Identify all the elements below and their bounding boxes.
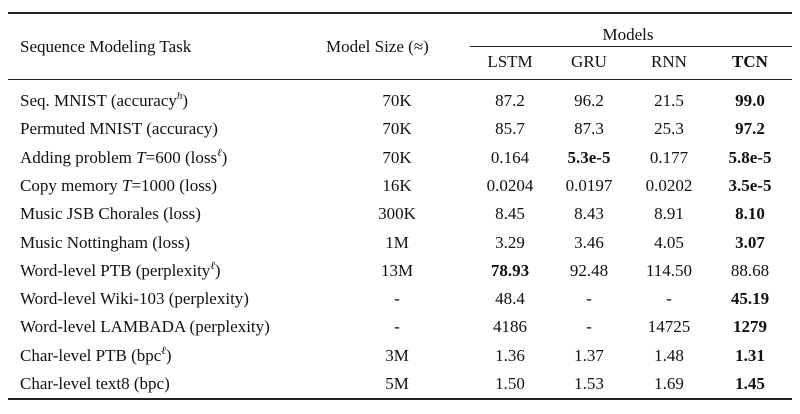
header-tcn: TCN: [732, 52, 768, 71]
gru-value: 5.3e-5: [567, 147, 611, 167]
task-name: Word-level PTB (perplexityℓ): [20, 259, 221, 280]
model-size: 3M: [385, 345, 409, 365]
tcn-value: 5.8e-5: [728, 147, 772, 167]
model-size: 16K: [382, 175, 412, 195]
footnote-marker: h: [176, 90, 183, 102]
header-models: Models: [602, 25, 654, 44]
footnote-marker: ℓ: [161, 344, 166, 357]
lstm-value: 1.36: [495, 345, 525, 365]
model-size: 70K: [382, 147, 412, 167]
gru-value: -: [586, 289, 592, 309]
model-size: 300K: [378, 204, 416, 224]
rnn-value: 1.48: [654, 345, 684, 365]
lstm-value: 85.7: [495, 119, 525, 139]
task-name: Word-level Wiki-103 (perplexity): [20, 289, 249, 309]
model-size: 70K: [382, 119, 412, 139]
lstm-value: 3.29: [495, 232, 525, 252]
rnn-value: 4.05: [654, 232, 684, 252]
gru-value: 87.3: [574, 119, 604, 139]
header-model-size: Model Size (≈): [326, 37, 429, 56]
tcn-value: 1.45: [735, 374, 765, 393]
model-size: 1M: [385, 232, 409, 252]
lstm-value: 0.0204: [486, 175, 534, 195]
task-name: Word-level LAMBADA (perplexity): [20, 317, 270, 337]
lstm-value: 1.50: [495, 374, 525, 393]
header-rnn: RNN: [651, 52, 687, 71]
gru-value: 96.2: [574, 91, 604, 110]
rnn-value: 0.0202: [645, 175, 693, 195]
tcn-value: 99.0: [735, 91, 765, 110]
rnn-value: 0.177: [649, 147, 689, 167]
tcn-value: 88.68: [730, 260, 770, 280]
gru-value: 1.37: [574, 345, 604, 365]
rnn-value: 114.50: [645, 260, 693, 280]
task-name: Music JSB Chorales (loss): [20, 204, 201, 224]
gru-value: -: [586, 317, 592, 337]
model-size: 70K: [382, 91, 412, 110]
tcn-value: 45.19: [730, 289, 770, 309]
lstm-value: 78.93: [490, 260, 530, 280]
rnn-value: -: [666, 289, 672, 309]
header-rule: [8, 79, 792, 80]
task-name: Char-level PTB (bpcℓ): [20, 344, 172, 365]
tcn-value: 1279: [733, 317, 767, 337]
rnn-value: 21.5: [654, 91, 684, 110]
lstm-value: 0.164: [490, 147, 530, 167]
tcn-value: 1.31: [735, 345, 765, 365]
gru-value: 0.0197: [565, 175, 613, 195]
task-name: Music Nottingham (loss): [20, 232, 190, 252]
lstm-value: 48.4: [495, 289, 525, 309]
rnn-value: 8.91: [654, 204, 684, 224]
tcn-value: 3.5e-5: [728, 175, 772, 195]
task-name: Copy memory T=1000 (loss): [20, 175, 218, 195]
rnn-value: 1.69: [654, 374, 684, 393]
model-size: 5M: [385, 374, 409, 393]
lstm-value: 4186: [493, 317, 527, 337]
task-name: Permuted MNIST (accuracy): [20, 119, 218, 139]
footnote-marker: ℓ: [217, 146, 222, 159]
rnn-value: 14725: [647, 317, 691, 337]
footnote-marker: ℓ: [210, 259, 215, 272]
task-name: Seq. MNIST (accuracyh): [20, 90, 189, 111]
gru-value: 92.48: [569, 260, 609, 280]
model-size: -: [394, 317, 400, 337]
models-underline: [470, 46, 792, 47]
gru-value: 3.46: [574, 232, 604, 252]
bottom-rule: [8, 398, 792, 400]
tcn-value: 3.07: [735, 232, 765, 252]
header-task: Sequence Modeling Task: [20, 37, 192, 56]
lstm-value: 8.45: [495, 204, 525, 224]
rnn-value: 25.3: [654, 119, 684, 139]
lstm-value: 87.2: [495, 91, 525, 110]
tcn-value: 8.10: [735, 204, 765, 224]
model-size: -: [394, 289, 400, 309]
top-rule: [8, 12, 792, 14]
task-name: Char-level text8 (bpc): [20, 374, 170, 393]
model-size: 13M: [380, 260, 414, 280]
tcn-value: 97.2: [735, 119, 765, 139]
header-gru: GRU: [571, 52, 607, 71]
gru-value: 8.43: [574, 204, 604, 224]
gru-value: 1.53: [574, 374, 604, 393]
task-name: Adding problem T=600 (lossℓ): [20, 146, 228, 167]
header-lstm: LSTM: [487, 52, 533, 71]
